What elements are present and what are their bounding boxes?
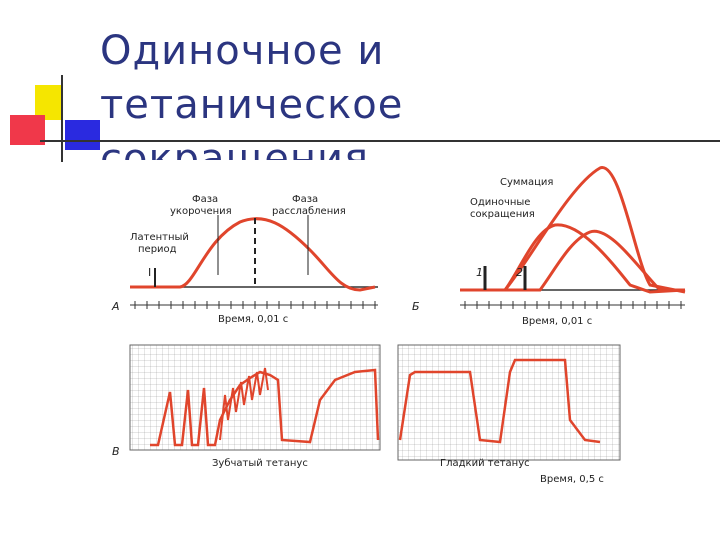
serrated-trace <box>219 367 269 441</box>
single-label: Одиночные <box>470 197 530 208</box>
latent-label: период <box>138 244 177 255</box>
stimulus-label: 1 <box>476 266 483 279</box>
single-label: сокращения <box>470 209 535 220</box>
phase-label: Фаза <box>192 194 218 205</box>
phase-label: расслабления <box>272 206 346 217</box>
panel-letter: В <box>112 445 120 458</box>
stimulus-label: I <box>148 266 151 279</box>
time-label: Время, 0,5 с <box>540 474 604 485</box>
panel-a: I А Фаза укорочения Фаза расслабления Ла… <box>111 194 378 325</box>
summation-label: Суммация <box>500 177 553 188</box>
serrated-trace <box>150 368 380 447</box>
grid-paper <box>397 344 621 461</box>
contraction-curve <box>130 217 376 292</box>
tetanus-label: Зубчатый тетанус <box>212 458 308 469</box>
deco-square <box>35 85 62 120</box>
summation-curve <box>503 166 686 294</box>
phase-label: Фаза <box>292 194 318 205</box>
time-label: Время, 0,01 с <box>522 316 592 327</box>
stimulus-label: 2 <box>516 266 523 279</box>
tetanus-label: Гладкий тетанус <box>440 458 530 469</box>
deco-square <box>65 120 100 150</box>
panel-letter: А <box>111 300 120 313</box>
title-line: тетаническое <box>100 82 404 128</box>
deco-square <box>10 115 45 145</box>
smooth-trace <box>398 358 601 444</box>
phase-label: укорочения <box>170 206 232 217</box>
single-curve <box>460 223 686 294</box>
title-line: Одиночное и <box>100 28 385 74</box>
panel-b: 1 2 Б Суммация Одиночные сокращения Врем… <box>412 166 686 327</box>
time-label: Время, 0,01 с <box>218 314 288 325</box>
panel-letter: Б <box>412 300 420 313</box>
panel-c: В Зубчатый тетанус Гладкий тетанус Время… <box>112 344 621 485</box>
latent-label: Латентный <box>130 232 189 243</box>
tick-marks <box>134 301 682 309</box>
